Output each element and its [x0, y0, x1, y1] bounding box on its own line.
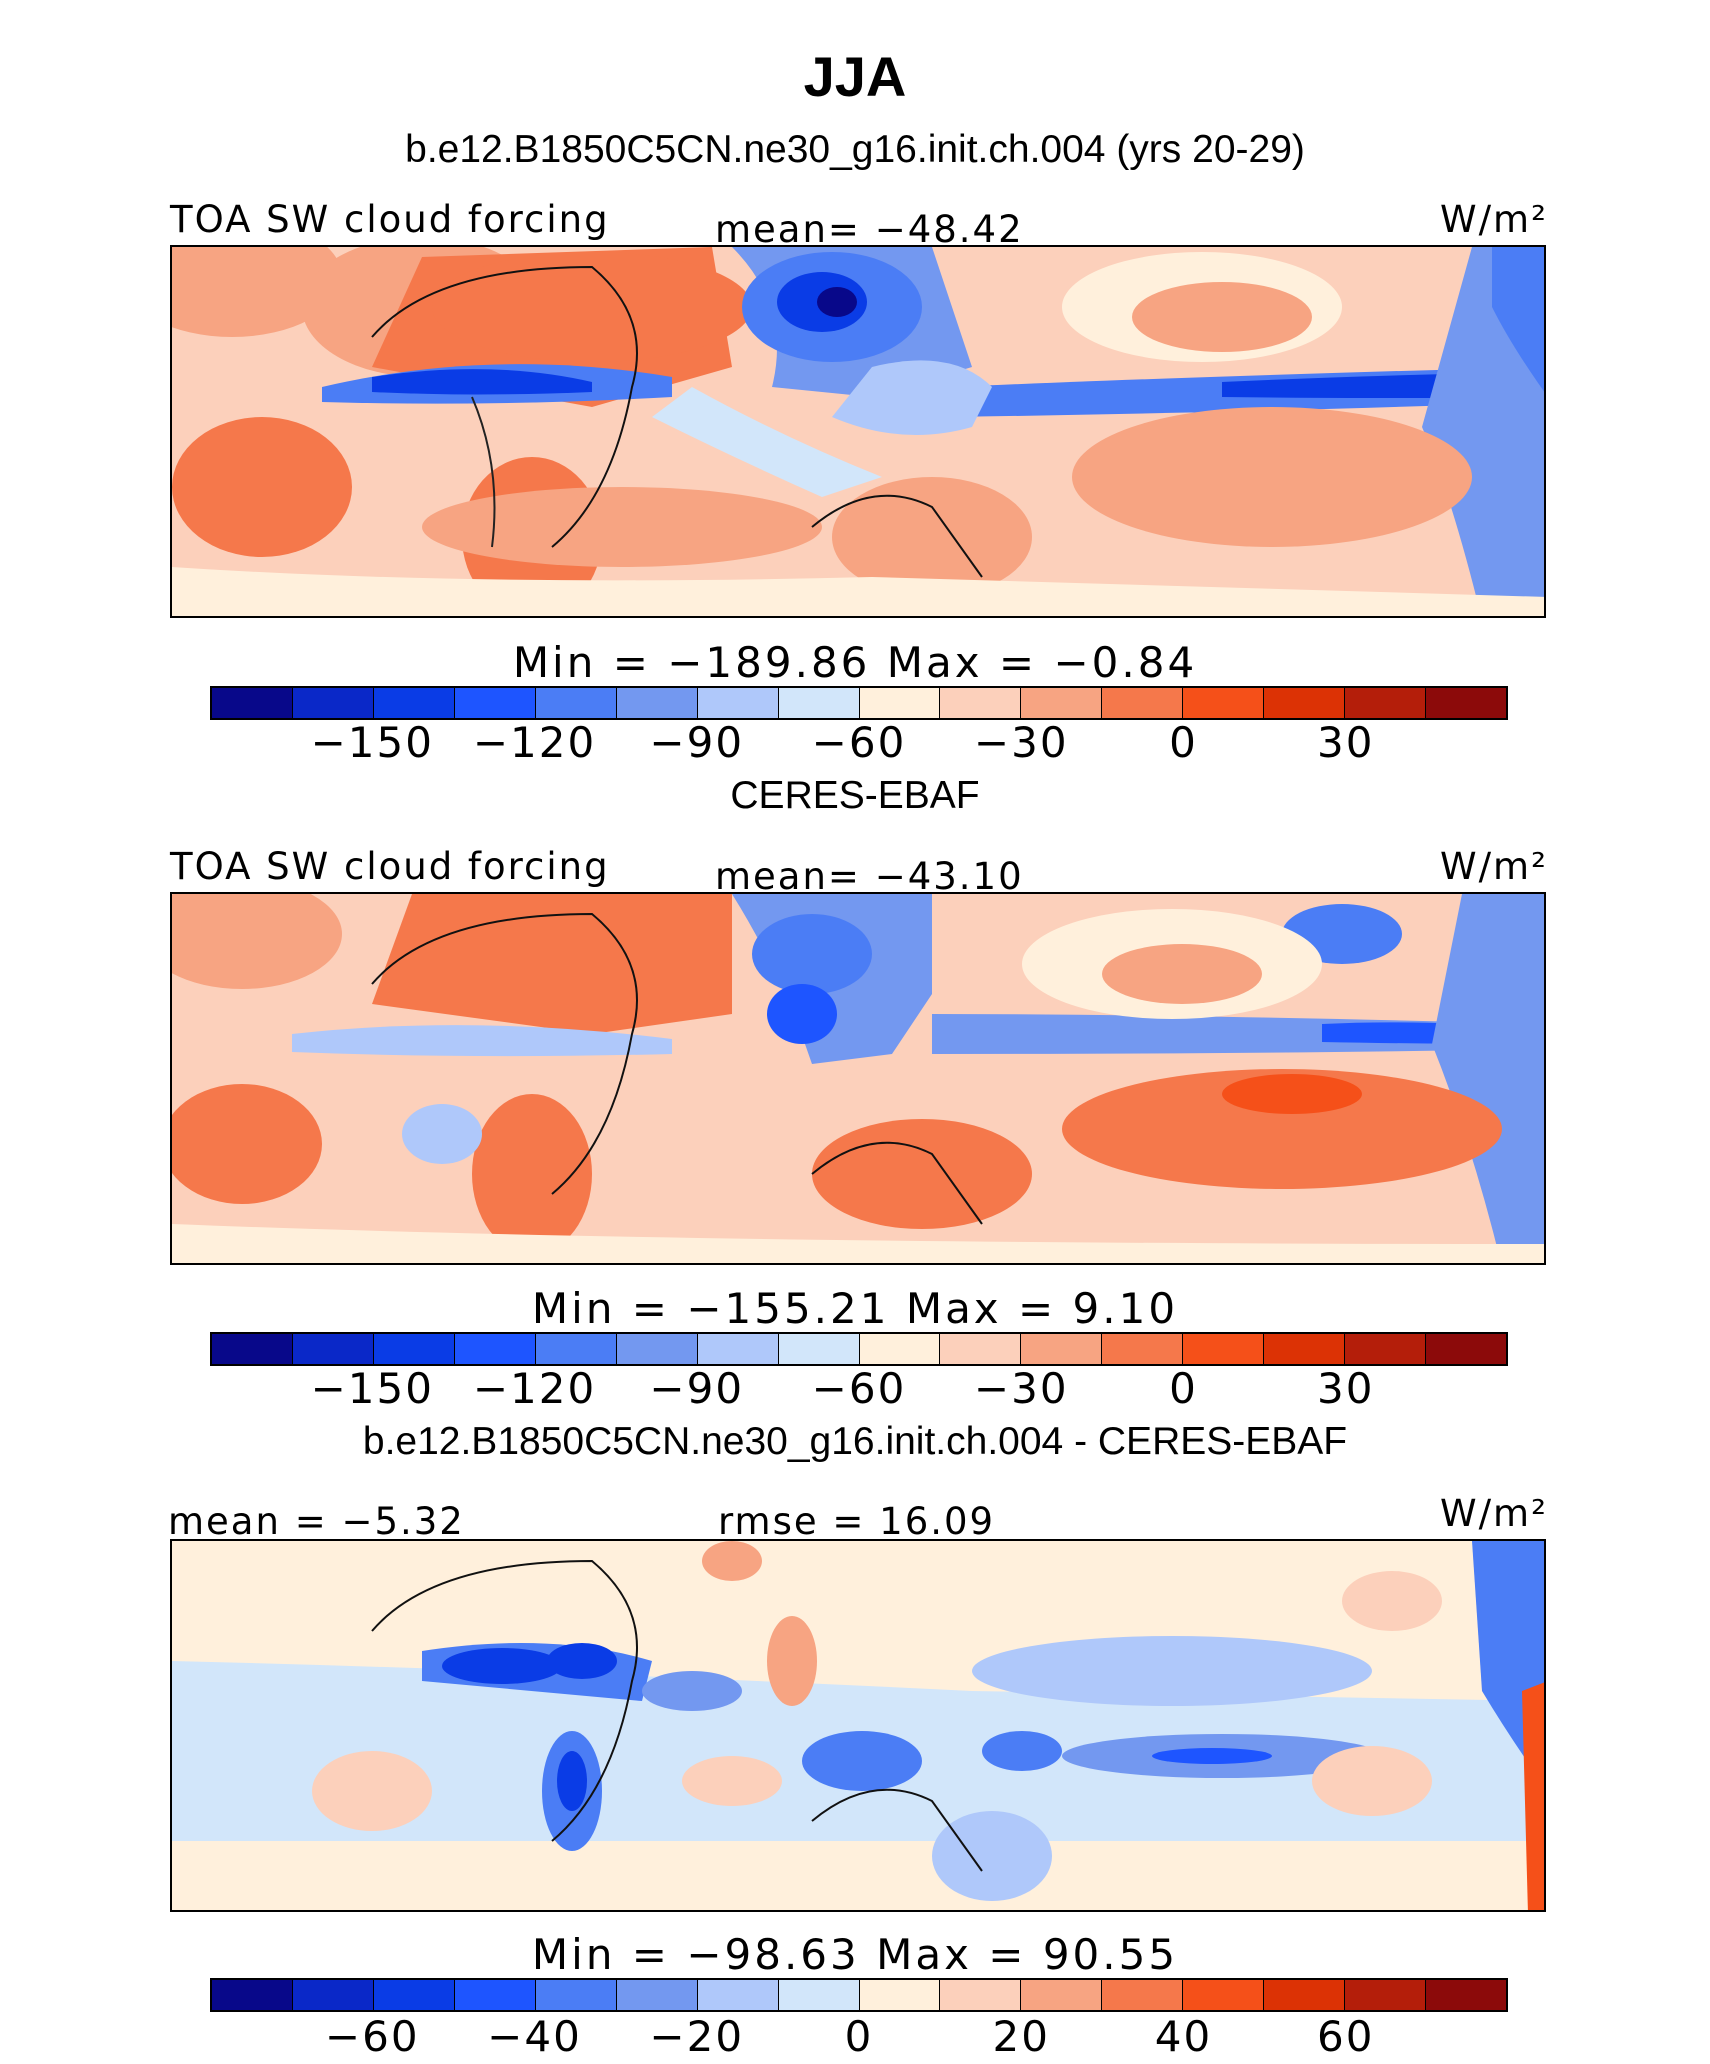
colorbar-tick-label: −60: [324, 2012, 420, 2061]
colorbar-tick-label: 30: [1317, 1364, 1375, 1413]
colorbar-swatch: [1021, 1980, 1103, 2010]
colorbar-tick-label: 0: [1169, 718, 1198, 767]
colorbar-swatch: [454, 1334, 536, 1364]
panel-3-heading: b.e12.B1850C5CN.ne30_g16.init.ch.004 - C…: [362, 1420, 1348, 1463]
panel-2-field-svg: [172, 894, 1544, 1263]
panel-1-units: W/m²: [1440, 198, 1548, 241]
colorbar-swatch: [778, 1334, 860, 1364]
figure-title: JJA: [803, 45, 907, 108]
colorbar-swatch: [1021, 1334, 1103, 1364]
colorbar-swatch: [535, 1334, 617, 1364]
colorbar-swatch: [940, 1980, 1022, 2010]
colorbar-swatch: [1183, 688, 1265, 718]
colorbar-swatch: [1345, 1980, 1427, 2010]
colorbar-tick-label: 0: [1169, 1364, 1198, 1413]
colorbar-swatch: [1102, 688, 1184, 718]
colorbar-swatch: [212, 1980, 293, 2010]
colorbar-swatch: [454, 688, 536, 718]
panel-1-mean-label: mean= −48.42: [715, 208, 1024, 251]
colorbar-swatch: [292, 1980, 374, 2010]
panel-2-colorbar-ticks: −150 −120 −90 −60 −30 0 30: [210, 1364, 1508, 1414]
panel-1-colorbar-ticks: −150 −120 −90 −60 −30 0 30: [210, 718, 1508, 768]
panel-1-field-svg: [172, 247, 1544, 616]
colorbar-swatch: [373, 1980, 455, 2010]
panel-3-mean-label: mean = −5.32: [168, 1500, 465, 1543]
panel-2-min-max: Min = −155.21 Max = 9.10: [531, 1284, 1179, 1333]
panel-2-map: [170, 892, 1546, 1265]
colorbar-swatch: [697, 688, 779, 718]
colorbar-tick-label: −40: [487, 2012, 582, 2061]
colorbar-tick-label: 40: [1154, 2012, 1213, 2061]
colorbar-swatch: [535, 688, 617, 718]
colorbar-swatch: [1102, 1980, 1184, 2010]
panel-2-heading: CERES-EBAF: [730, 774, 980, 817]
colorbar-tick-label: −150: [310, 1364, 434, 1413]
colorbar-tick-label: −150: [310, 718, 434, 767]
colorbar-tick-label: −60: [811, 1364, 907, 1413]
colorbar-swatch: [697, 1334, 779, 1364]
colorbar-swatch: [859, 688, 941, 718]
colorbar-swatch: [1426, 1980, 1506, 2010]
colorbar-swatch: [940, 688, 1022, 718]
colorbar-swatch: [616, 1334, 698, 1364]
colorbar-tick-label: −120: [472, 718, 597, 767]
panel-2-units: W/m²: [1440, 845, 1548, 888]
colorbar-swatch: [1102, 1334, 1184, 1364]
colorbar-swatch: [212, 688, 293, 718]
colorbar-swatch: [454, 1980, 536, 2010]
colorbar-swatch: [1345, 1334, 1427, 1364]
panel-3-colorbar-ticks: −60 −40 −20 0 20 40 60: [210, 2012, 1508, 2062]
colorbar-tick-label: 0: [844, 2012, 874, 2061]
panel-3-map: [170, 1539, 1546, 1912]
colorbar-swatch: [373, 1334, 455, 1364]
colorbar-tick-label: 30: [1317, 718, 1375, 767]
colorbar-tick-label: −20: [649, 2012, 745, 2061]
panel-3-min-max: Min = −98.63 Max = 90.55: [531, 1930, 1179, 1979]
colorbar-swatch: [1264, 1334, 1346, 1364]
colorbar-tick-label: −30: [973, 718, 1069, 767]
panel-1-min-max: Min = −189.86 Max = −0.84: [512, 638, 1198, 687]
panel-2-left-label: TOA SW cloud forcing: [170, 845, 610, 888]
colorbar-swatch: [940, 1334, 1022, 1364]
colorbar-swatch: [859, 1980, 941, 2010]
colorbar-tick-label: 60: [1317, 2012, 1375, 2061]
colorbar-swatch: [1264, 1980, 1346, 2010]
colorbar-tick-label: −60: [811, 718, 907, 767]
colorbar-tick-label: −90: [649, 1364, 745, 1413]
panel-1-heading: b.e12.B1850C5CN.ne30_g16.init.ch.004 (yr…: [405, 128, 1305, 171]
colorbar-tick-label: −120: [472, 1364, 597, 1413]
panel-3-colorbar: [210, 1978, 1508, 2012]
panel-3-rmse-label: rmse = 16.09: [718, 1500, 996, 1543]
colorbar-swatch: [535, 1980, 617, 2010]
panel-1-map: [170, 245, 1546, 618]
colorbar-tick-label: 20: [992, 2012, 1050, 2061]
panel-1-left-label: TOA SW cloud forcing: [170, 198, 610, 241]
colorbar-swatch: [1426, 1334, 1506, 1364]
colorbar-swatch: [616, 1980, 698, 2010]
colorbar-swatch: [1264, 688, 1346, 718]
colorbar-swatch: [859, 1334, 941, 1364]
colorbar-swatch: [292, 688, 374, 718]
panel-3-units: W/m²: [1440, 1492, 1548, 1535]
colorbar-swatch: [1345, 688, 1427, 718]
colorbar-swatch: [373, 688, 455, 718]
colorbar-swatch: [292, 1334, 374, 1364]
colorbar-swatch: [1183, 1980, 1265, 2010]
panel-2-mean-label: mean= −43.10: [715, 855, 1024, 898]
colorbar-swatch: [1021, 688, 1103, 718]
colorbar-swatch: [616, 688, 698, 718]
colorbar-swatch: [1183, 1334, 1265, 1364]
colorbar-swatch: [1426, 688, 1506, 718]
colorbar-tick-label: −30: [973, 1364, 1069, 1413]
panel-3-field-svg: [172, 1541, 1544, 1910]
panel-2-colorbar: [210, 1332, 1508, 1366]
colorbar-swatch: [212, 1334, 293, 1364]
colorbar-swatch: [778, 688, 860, 718]
colorbar-swatch: [697, 1980, 779, 2010]
colorbar-swatch: [778, 1980, 860, 2010]
colorbar-tick-label: −90: [649, 718, 745, 767]
panel-1-colorbar: [210, 686, 1508, 720]
